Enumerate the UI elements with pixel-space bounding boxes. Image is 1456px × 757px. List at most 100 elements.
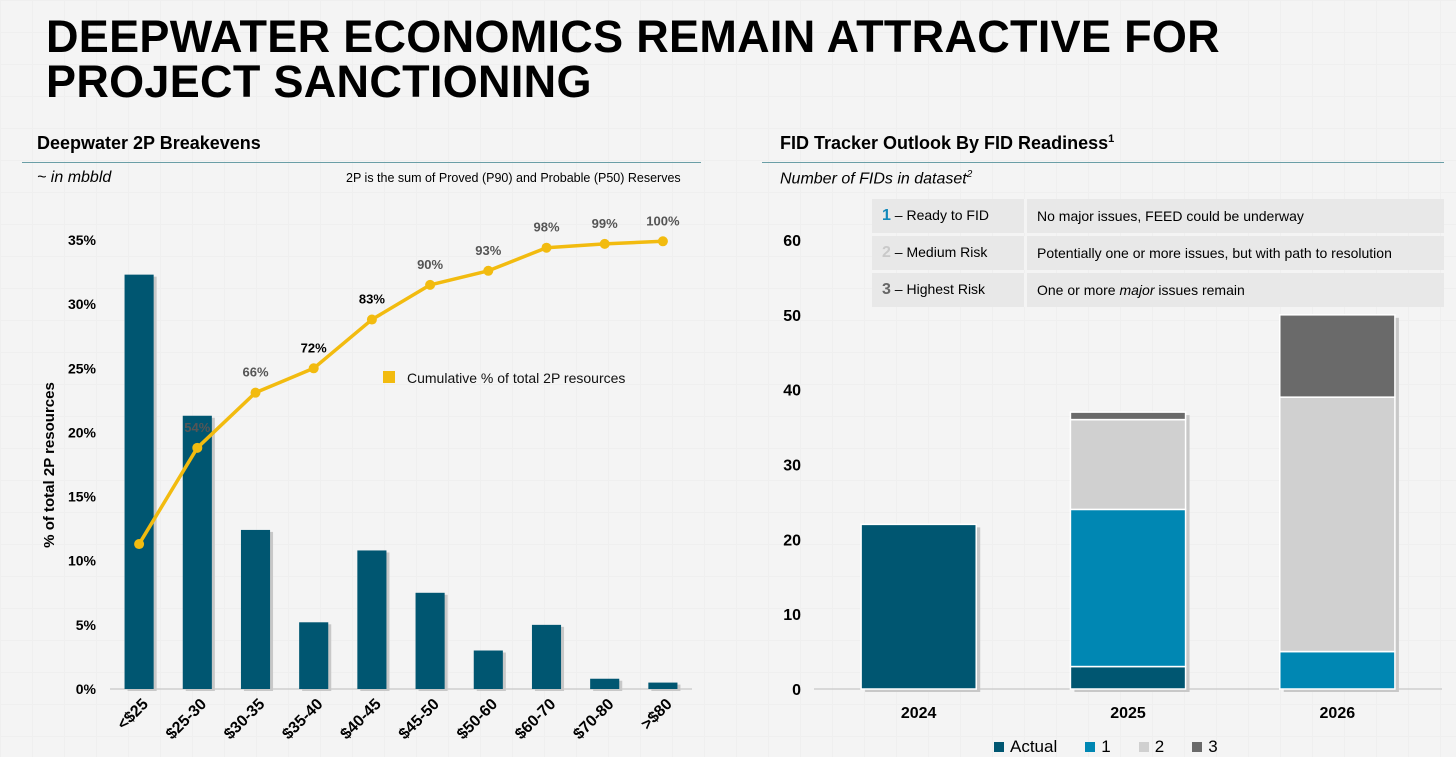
legend-risk-level: 3 – Highest Risk <box>872 273 1024 307</box>
legend-row: 2 – Medium Risk Potentially one or more i… <box>872 236 1444 270</box>
cumulative-data-label: 93% <box>475 243 501 258</box>
right-y-tick-label: 30 <box>783 458 801 475</box>
series-legend-item: 2 <box>1138 737 1165 757</box>
page-title-line-1: DEEPWATER ECONOMICS REMAIN ATTRACTIVE FO… <box>46 11 1220 62</box>
series-legend-item: 1 <box>1085 737 1111 757</box>
left-y-tick-label: 0% <box>76 681 97 697</box>
breakeven-bar <box>299 622 329 689</box>
legend-risk-number: 2 <box>882 244 891 261</box>
series-legend-swatch <box>994 742 1004 752</box>
fid-bar-segment <box>1279 314 1396 398</box>
breakeven-bar <box>590 678 620 689</box>
breakevens-chart: 54% 66% 72% 83% 90% 93% 98% 99% 100% 0% 5% 10% 15% 2… <box>41 213 692 743</box>
right-subheading-text: Number of FIDs in dataset <box>780 170 967 188</box>
right-section-heading: FID Tracker Outlook By FID Readiness1 <box>780 133 1114 154</box>
cumulative-data-label: 99% <box>592 216 618 231</box>
legend-risk-level: 2 – Medium Risk <box>872 236 1024 270</box>
fid-bar-segment <box>1279 396 1396 653</box>
left-section-heading: Deepwater 2P Breakevens <box>37 133 261 153</box>
cumulative-point <box>657 236 668 247</box>
page-title-line-2: PROJECT SANCTIONING <box>46 56 592 107</box>
series-legend-swatch <box>1138 742 1149 752</box>
cumulative-data-label: 72% <box>301 340 327 355</box>
right-y-tick-label: 50 <box>783 308 801 325</box>
legend-row: 3 – Highest Risk One or more major issues… <box>872 273 1444 307</box>
legend-risk-label: – Ready to FID <box>890 207 989 223</box>
breakeven-bar <box>648 682 678 689</box>
series-legend-label: Actual <box>1010 737 1058 756</box>
legend-risk-label: – Highest Risk <box>890 281 986 297</box>
left-x-tick-label: $60-70 <box>512 696 559 743</box>
cumulative-data-label: 100% <box>646 213 680 228</box>
right-x-tick-label: 2025 <box>1110 705 1146 722</box>
legend-risk-description: No major issues, FEED could be underway <box>1024 199 1444 233</box>
fid-bar-segment <box>860 523 977 690</box>
breakeven-bar <box>415 592 445 689</box>
legend-risk-label: – Medium Risk <box>890 244 988 260</box>
breakeven-bar <box>473 650 503 689</box>
legend-risk-number: 3 <box>882 281 891 298</box>
series-legend-item: 3 <box>1192 737 1218 757</box>
left-y-tick-label: 25% <box>68 360 97 376</box>
cumulative-point <box>308 363 319 374</box>
fid-bar-segment <box>1279 650 1396 690</box>
breakeven-bar <box>182 415 212 689</box>
right-heading-footnote-marker: 1 <box>1108 133 1115 145</box>
right-y-tick-label: 40 <box>783 383 801 400</box>
breakeven-bar <box>124 274 154 689</box>
series-legend-label: 3 <box>1208 737 1218 756</box>
cumulative-legend-label: Cumulative % of total 2P resources <box>407 370 625 386</box>
cumulative-data-label: 98% <box>533 220 559 235</box>
breakeven-bar <box>531 624 562 689</box>
legend-risk-description: One or more major issues remain <box>1024 273 1444 307</box>
cumulative-data-label: 83% <box>359 292 385 307</box>
left-x-tick-label: $45-50 <box>396 696 443 743</box>
series-legend-swatch <box>1192 742 1203 752</box>
fid-bar-segment <box>1069 665 1187 690</box>
right-y-tick-label: 10 <box>783 607 801 624</box>
series-legend-label: 1 <box>1101 737 1111 756</box>
left-x-tick-label: $40-45 <box>337 696 384 743</box>
right-y-tick-label: 0 <box>792 682 801 699</box>
right-heading-rule <box>762 162 1444 163</box>
right-heading-text: FID Tracker Outlook By FID Readiness <box>780 133 1109 153</box>
cumulative-point <box>250 387 261 398</box>
legend-emphasis: major <box>1119 282 1155 298</box>
reserves-footnote: 2P is the sum of Proved (P90) and Probab… <box>346 171 681 185</box>
fid-bar-segment <box>1069 411 1187 421</box>
left-y-axis-label: % of total 2P resources <box>41 382 58 548</box>
cumulative-point <box>366 314 377 325</box>
fid-series-legend: Actual 1 2 3 <box>994 737 1218 757</box>
left-x-tick-label: $50-60 <box>454 696 501 743</box>
left-y-tick-label: 10% <box>68 553 97 569</box>
left-heading-rule <box>22 162 701 163</box>
left-y-tick-label: 20% <box>68 424 97 440</box>
legend-risk-number: 1 <box>882 207 891 224</box>
series-legend-label: 2 <box>1154 737 1165 756</box>
series-legend-item: Actual <box>994 737 1057 757</box>
right-subheading-footnote-marker: 2 <box>966 169 973 180</box>
left-y-tick-label: 15% <box>68 489 97 505</box>
left-x-tick-label: >$80 <box>638 696 676 734</box>
cumulative-point <box>192 442 203 453</box>
cumulative-point <box>425 279 436 290</box>
cumulative-data-label: 66% <box>242 365 268 380</box>
cumulative-legend: Cumulative % of total 2P resources <box>383 370 625 386</box>
cumulative-data-label: 90% <box>417 257 443 272</box>
fid-readiness-legend: 1 – Ready to FID No major issues, FEED co… <box>872 196 1444 310</box>
right-y-tick-label: 20 <box>783 532 801 549</box>
left-x-tick-label: $70-80 <box>570 696 617 743</box>
cumulative-point <box>483 265 494 276</box>
cumulative-legend-swatch <box>383 371 395 383</box>
cumulative-data-label: 54% <box>184 420 210 435</box>
left-x-tick-label: $25-30 <box>163 696 210 743</box>
left-x-tick-label: <$25 <box>114 696 152 734</box>
right-subheading: Number of FIDs in dataset2 <box>780 169 972 188</box>
legend-row: 1 – Ready to FID No major issues, FEED co… <box>872 199 1444 233</box>
page-title: DEEPWATER ECONOMICS REMAIN ATTRACTIVE FO… <box>46 14 1346 104</box>
cumulative-point <box>541 242 552 253</box>
fid-bar-segment <box>1069 418 1187 511</box>
left-x-tick-label: $35-40 <box>279 696 326 743</box>
right-y-tick-label: 60 <box>783 233 801 250</box>
series-legend-swatch <box>1085 742 1096 752</box>
